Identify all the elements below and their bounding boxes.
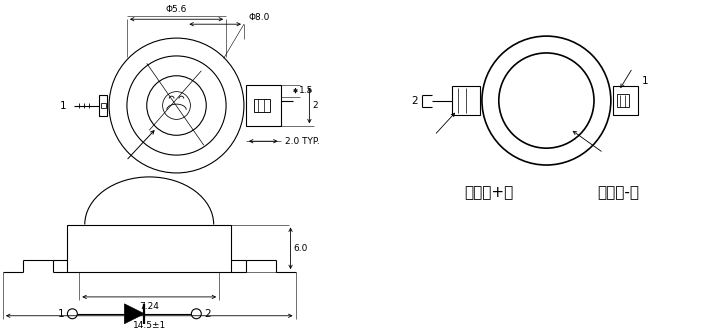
Polygon shape: [124, 304, 144, 324]
Text: 7.24: 7.24: [139, 302, 159, 311]
Text: 2: 2: [411, 96, 417, 106]
Text: 负极（-）: 负极（-）: [597, 185, 638, 200]
Text: 1: 1: [60, 101, 66, 111]
Text: 6.0: 6.0: [294, 244, 308, 253]
Text: Φ5.6: Φ5.6: [166, 5, 187, 14]
Text: 正极（+）: 正极（+）: [464, 185, 513, 200]
Bar: [452, 86, 480, 116]
Bar: [99, 95, 107, 117]
Text: 1: 1: [58, 309, 65, 319]
Bar: [101, 103, 106, 108]
Text: 1: 1: [641, 76, 648, 86]
Bar: [68, 224, 231, 272]
Text: 2: 2: [312, 101, 318, 110]
Text: Φ8.0: Φ8.0: [249, 13, 270, 22]
Text: 1.5: 1.5: [299, 86, 313, 95]
Text: 2.0 TYP.: 2.0 TYP.: [284, 137, 319, 146]
Bar: [613, 86, 638, 116]
Bar: [246, 85, 281, 126]
Bar: [617, 94, 629, 108]
Text: 2: 2: [204, 309, 211, 319]
Text: 14.5±1: 14.5±1: [133, 321, 166, 330]
Bar: [254, 99, 269, 113]
